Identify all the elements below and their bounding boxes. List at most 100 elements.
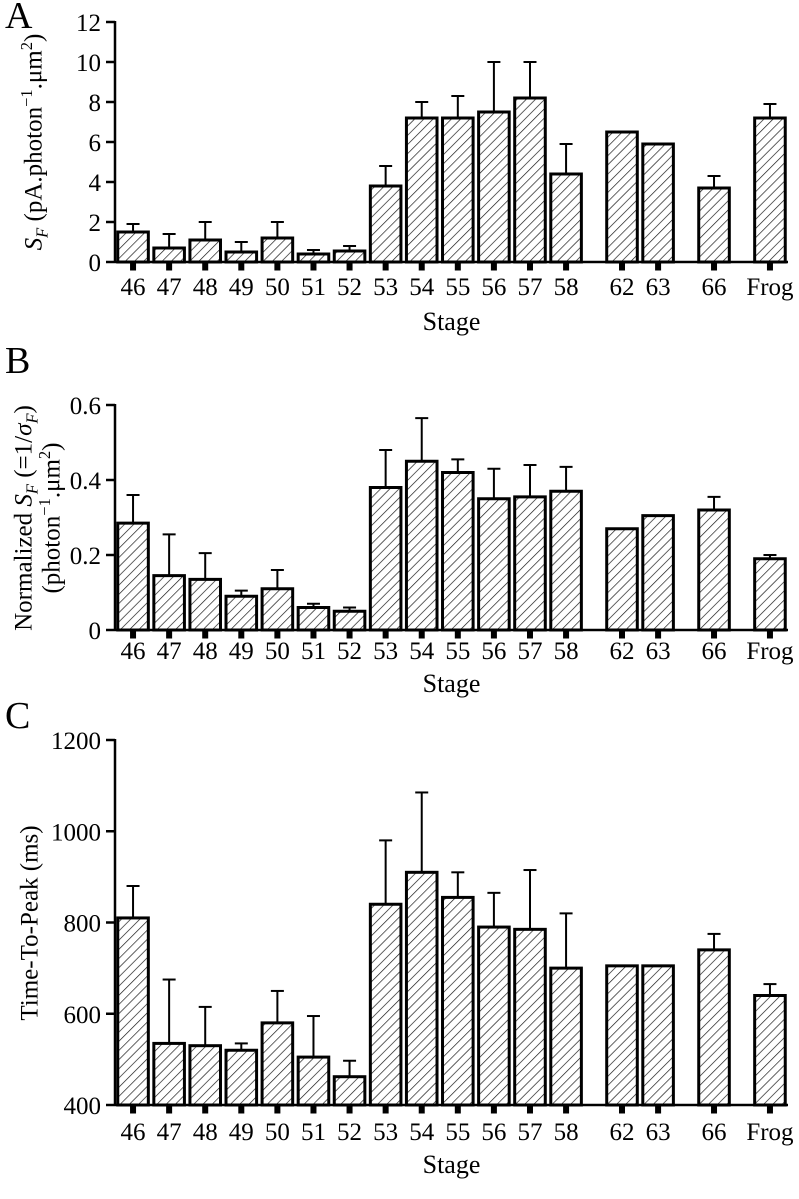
x-tick-label-50: 50	[265, 1119, 290, 1146]
x-tick-label-56: 56	[481, 274, 506, 301]
bars-group: 46 47 48 49 50 51 52 53 54 55 56 57 58 62 63 66 Frog	[116, 61, 794, 301]
x-tick-label-57: 57	[517, 638, 542, 665]
x-tick-label-66: 66	[702, 274, 727, 301]
x-tick-label-51: 51	[301, 638, 326, 665]
bar-46	[116, 521, 150, 632]
bar-66	[697, 186, 731, 264]
x-tick-label-54: 54	[409, 274, 435, 301]
bar-46	[116, 230, 150, 264]
bar-50	[260, 1021, 295, 1107]
x-tick-label-66: 66	[702, 638, 727, 665]
bar-58	[549, 172, 583, 264]
x-tick-label-47: 47	[157, 1119, 182, 1146]
panel-b-label: B	[5, 340, 31, 382]
y-tick-label: 0.4	[70, 468, 102, 495]
x-tick-label-53: 53	[373, 1119, 398, 1146]
bar-56	[477, 110, 511, 264]
bar-56	[477, 497, 511, 632]
x-tick-label-50: 50	[265, 638, 290, 665]
x-tick-label-58: 58	[554, 638, 579, 665]
bar-62	[605, 527, 639, 632]
bar-50	[260, 587, 295, 632]
x-tick-label-58: 58	[554, 274, 579, 301]
bar-63	[641, 142, 675, 264]
bar-57	[513, 96, 547, 264]
y-tick-label: 6	[89, 130, 102, 157]
bar-51	[296, 1055, 331, 1107]
bar-58	[549, 966, 583, 1107]
x-axis-title: Stage	[423, 307, 481, 336]
y-tick-label: 0.6	[70, 393, 101, 420]
bar-62	[605, 130, 639, 264]
x-tick-label-52: 52	[337, 274, 362, 301]
x-tick-label-57: 57	[517, 274, 542, 301]
bar-chart-B: 0 0.2 0.4 0.6 46 47 48 49 50 51 52 53 54 55 56 57 58 62 63…	[70, 393, 794, 698]
x-tick-label-46: 46	[121, 274, 146, 301]
y-tick-label: 400	[64, 1093, 102, 1120]
x-tick-label-50: 50	[265, 274, 290, 301]
bar-54	[404, 459, 439, 632]
x-tick-label-47: 47	[157, 638, 182, 665]
bar-51	[296, 252, 331, 264]
bar-52	[332, 249, 367, 264]
bar-chart-C: 400 600 800 1000 1200 46 47 48 49 50 51 52 53 54 55 56 5…	[51, 728, 794, 1179]
x-tick-label-55: 55	[445, 274, 470, 301]
x-tick-label-62: 62	[610, 638, 635, 665]
y-tick-label: 2	[89, 210, 102, 237]
bars-group: 46 47 48 49 50 51 52 53 54 55 56 57 58 62 63 66 Frog	[116, 417, 794, 665]
panel-a-label: A	[5, 0, 33, 37]
x-tick-label-56: 56	[481, 1119, 506, 1146]
x-tick-label-62: 62	[610, 274, 635, 301]
bar-47	[152, 246, 186, 264]
x-tick-label-49: 49	[229, 638, 254, 665]
x-tick-label-48: 48	[193, 1119, 218, 1146]
bar-47	[152, 1041, 186, 1107]
x-tick-label-Frog: Frog	[746, 1119, 794, 1146]
y-tick-label: 600	[64, 1002, 102, 1029]
bar-Frog	[753, 994, 787, 1107]
bars-group: 46 47 48 49 50 51 52 53 54 55 56 57 58 62 63 66 Frog	[116, 791, 794, 1146]
bar-49	[224, 250, 259, 264]
x-tick-label-Frog: Frog	[746, 638, 794, 665]
axes: 400 600 800 1000 1200	[51, 728, 788, 1120]
y-tick-label: 0	[89, 250, 102, 277]
x-tick-label-66: 66	[702, 1119, 727, 1146]
x-tick-label-Frog: Frog	[746, 274, 794, 301]
bar-52	[332, 609, 367, 632]
x-tick-label-48: 48	[193, 274, 218, 301]
panel-c: C Time-To-Peak (ms) 400 600 800 1000 1200 46 47…	[0, 695, 799, 1199]
x-tick-label-49: 49	[229, 274, 254, 301]
bar-Frog	[753, 557, 787, 632]
y-tick-label: 800	[64, 911, 102, 938]
bar-63	[641, 964, 675, 1107]
bar-55	[441, 895, 475, 1107]
bar-57	[513, 927, 547, 1107]
y-tick-label: 4	[89, 170, 102, 197]
bar-49	[224, 1048, 259, 1107]
bar-57	[513, 495, 547, 632]
y-tick-label: 12	[76, 10, 101, 37]
bar-53	[368, 184, 403, 264]
panel-a: A SF (pA.photon−1.μm2) 0 2 4 6 8 10 12 46 47 48 49 5…	[0, 0, 799, 345]
y-axis-label: Normalized SF (=1/σF) (photon−1.μm2)	[10, 404, 66, 631]
bar-55	[441, 116, 475, 264]
bar-56	[477, 925, 511, 1107]
x-tick-label-46: 46	[121, 1119, 146, 1146]
bar-48	[188, 1044, 223, 1107]
panel-b: B Normalized SF (=1/σF) (photon−1.μm2) 0 0.…	[0, 340, 799, 700]
x-axis-title: Stage	[423, 1150, 481, 1179]
bar-66	[697, 948, 731, 1107]
y-tick-label: 1000	[51, 819, 101, 846]
x-tick-label-63: 63	[646, 638, 671, 665]
bar-63	[641, 514, 675, 632]
panel-c-label: C	[5, 695, 31, 737]
y-tick-label: 8	[89, 90, 102, 117]
x-tick-label-49: 49	[229, 1119, 254, 1146]
bar-62	[605, 964, 639, 1107]
bar-54	[404, 870, 439, 1107]
bar-51	[296, 606, 331, 632]
x-tick-label-52: 52	[337, 638, 362, 665]
y-axis-label: SF (pA.photon−1.μm2)	[16, 33, 52, 251]
x-tick-label-47: 47	[157, 274, 182, 301]
x-tick-label-55: 55	[445, 638, 470, 665]
